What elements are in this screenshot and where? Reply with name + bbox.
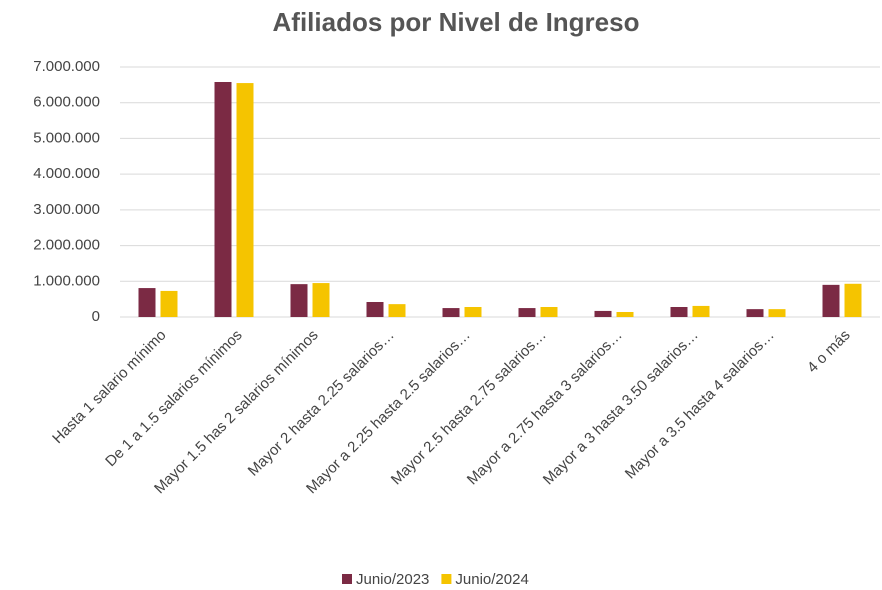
y-tick-label: 2.000.000 [33,237,100,254]
x-tick-label: Mayor a 3.5 hasta 4 salarios… [622,327,778,483]
bar [822,284,840,317]
bar [366,302,384,317]
y-tick-label: 1.000.000 [33,272,100,289]
bar [616,312,634,317]
legend-label: Junio/2023 [356,571,429,588]
x-tick-label: Mayor 2 hasta 2.25 salarios… [245,327,398,480]
bar [518,308,536,317]
x-tick-label: Mayor a 3 hasta 3.50 salarios… [540,327,702,489]
x-tick-label: De 1 a 1.5 salarios mínimos [102,327,245,470]
legend-swatch [441,574,452,584]
bar [670,307,688,317]
legend-label: Junio/2024 [455,571,528,588]
bar [214,82,232,317]
bar [746,309,764,317]
bar [290,284,308,317]
legend: Junio/2023 Junio/2024 [342,571,529,588]
x-tick-label: 4 o más [804,327,854,377]
bar [540,307,558,317]
y-tick-label: 6.000.000 [33,94,100,111]
bar [138,288,156,317]
bar [388,304,406,317]
x-tick-label: Mayor 2.5 hasta 2.75 salarios… [388,327,550,489]
y-tick-label: 5.000.000 [33,129,100,146]
bar [768,309,786,317]
x-tick-label: Mayor 1.5 has 2 salarios mínimos [151,327,322,498]
x-tick-label: Mayor a 2.25 hasta 2.5 salarios… [303,327,474,498]
bar [464,307,482,317]
bar [594,310,612,317]
y-tick-label: 7.000.000 [33,58,100,75]
x-tick-label: Mayor a 2.75 hasta 3 salarios… [464,327,626,489]
bar [236,83,254,317]
y-tick-label: 0 [92,308,100,325]
legend-swatch [342,574,352,584]
y-tick-label: 3.000.000 [33,201,100,218]
bar [442,308,460,317]
y-tick-label: 4.000.000 [33,165,100,182]
bar [160,290,178,317]
bar [844,283,862,317]
bar [312,283,330,317]
bar [692,305,710,317]
chart-title: Afiliados por Nivel de Ingreso [273,7,640,37]
